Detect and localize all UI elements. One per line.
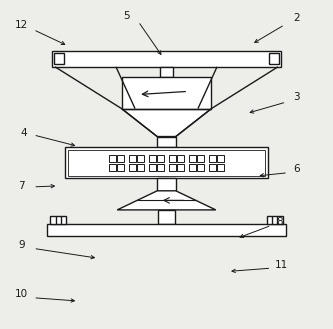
Bar	[117, 164, 124, 171]
Bar	[169, 164, 176, 171]
Bar	[117, 155, 124, 162]
Text: 10: 10	[15, 290, 28, 299]
Bar	[160, 67, 173, 77]
Bar	[129, 164, 136, 171]
Bar	[209, 155, 215, 162]
Text: 2: 2	[293, 13, 300, 23]
Bar	[149, 155, 156, 162]
Bar	[109, 164, 116, 171]
Bar	[217, 155, 224, 162]
Bar	[197, 164, 204, 171]
Text: 7: 7	[18, 181, 25, 191]
Text: 4: 4	[20, 128, 27, 138]
Text: 9: 9	[18, 240, 25, 250]
Bar	[177, 155, 184, 162]
Bar	[137, 155, 144, 162]
Bar	[157, 164, 164, 171]
Bar	[65, 147, 268, 178]
Text: 8: 8	[276, 217, 283, 227]
Text: 6: 6	[293, 164, 300, 174]
Bar	[269, 53, 279, 64]
Bar	[109, 155, 116, 162]
Bar	[47, 224, 286, 236]
Bar	[267, 216, 283, 224]
Text: 5: 5	[123, 11, 130, 21]
Bar	[197, 155, 204, 162]
Bar	[157, 178, 176, 191]
Bar	[158, 210, 175, 224]
Bar	[177, 164, 184, 171]
Bar	[52, 51, 281, 67]
Bar	[129, 155, 136, 162]
Bar	[54, 53, 64, 64]
Text: 11: 11	[275, 260, 288, 270]
Text: 12: 12	[15, 20, 28, 30]
Bar	[209, 164, 215, 171]
Text: 3: 3	[293, 92, 300, 102]
Bar	[122, 77, 211, 109]
Bar	[149, 164, 156, 171]
Bar	[189, 155, 195, 162]
Bar	[50, 216, 66, 224]
Bar	[68, 150, 265, 176]
Bar	[137, 164, 144, 171]
Polygon shape	[117, 191, 216, 210]
Bar	[157, 137, 176, 147]
Bar	[157, 155, 164, 162]
Bar	[189, 164, 195, 171]
Polygon shape	[122, 109, 211, 137]
Bar	[169, 155, 176, 162]
Bar	[217, 164, 224, 171]
